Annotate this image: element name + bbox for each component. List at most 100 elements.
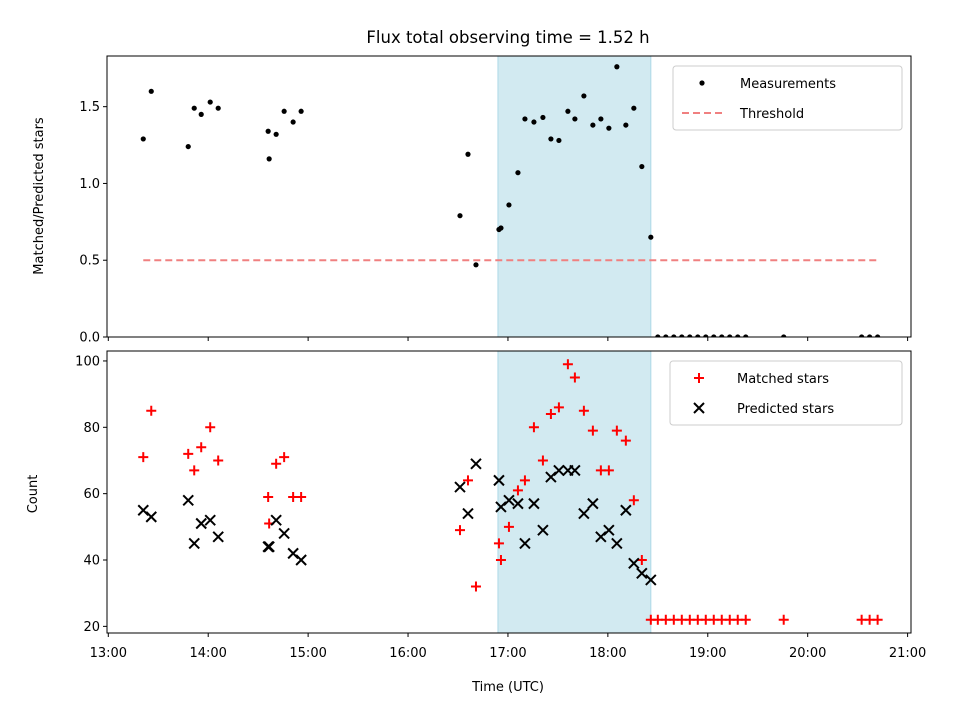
bottom-panel-y-axis-label: Count: [26, 475, 41, 514]
predicted-stars-point: [578, 507, 590, 520]
measurements-point: [695, 334, 701, 337]
top-axes-frame: [106, 55, 912, 338]
legend-label: Measurements: [740, 77, 836, 92]
x-tick-label: 16:00: [389, 646, 426, 661]
matched-stars-point: [740, 614, 751, 625]
measurements-point: [590, 122, 596, 128]
matched-stars-point: [778, 614, 789, 625]
legend-label: Threshold: [739, 107, 804, 122]
measurements-point: [540, 114, 546, 121]
measurements-point: [648, 234, 654, 240]
measurements-point: [859, 334, 865, 337]
matched-stars-point: [213, 455, 224, 466]
bottom-y-tick-label: 40: [83, 554, 100, 569]
predicted-stars-point: [553, 464, 565, 477]
top-y-tick-label: 1.0: [79, 177, 100, 192]
x-tick-label: 19:00: [689, 646, 726, 661]
predicted-stars-point: [519, 537, 531, 550]
measurements-point: [719, 334, 725, 337]
bottom-panel: 20 40 60 80 100 13:00 14:00 15:00 16:00 17:00 18:0…: [75, 350, 926, 661]
predicted-stars-point: [569, 464, 581, 477]
matched-stars-point: [183, 448, 194, 459]
legend-matched-swatch: [694, 373, 704, 383]
predicted-stars-point: [628, 557, 640, 570]
predicted-stars-point: [145, 511, 157, 523]
measurements-point: [473, 262, 479, 268]
bottom-axes-frame: [106, 350, 912, 634]
matched-stars-point: [196, 442, 207, 453]
measurements-point: [687, 334, 693, 337]
matched-stars-point: [512, 485, 523, 496]
matched-stars-point: [537, 455, 548, 466]
x-axis-label: Time (UTC): [471, 680, 544, 695]
measurements-point: [457, 213, 463, 219]
measurements-point: [290, 119, 296, 125]
measurements-point: [191, 105, 197, 111]
predicted-stars-point: [195, 517, 207, 530]
measurements-point: [606, 125, 612, 131]
bottom-y-tick-label: 60: [83, 487, 100, 502]
top-data-layer: [140, 64, 881, 337]
measurements-point: [273, 131, 279, 137]
measurements-point: [207, 99, 213, 105]
measurements-point: [598, 116, 604, 122]
measurements-point: [781, 334, 787, 337]
top-observing-window: [497, 55, 652, 338]
legend-predicted-swatch: [693, 402, 705, 414]
matched-stars-point: [628, 495, 639, 506]
predicted-stars-point: [528, 497, 540, 510]
x-tick-label: 13:00: [90, 646, 127, 661]
bottom-legend-box: [669, 360, 903, 426]
bottom-observing-window: [497, 350, 652, 634]
matched-stars-point: [263, 491, 274, 502]
measurements-point: [148, 88, 154, 94]
matched-stars-point: [205, 422, 216, 433]
predicted-stars-point: [470, 458, 482, 470]
measurements-point: [711, 334, 717, 337]
measurements-point: [671, 334, 677, 337]
predicted-stars-point: [182, 494, 194, 507]
bottom-data-layer: [137, 359, 883, 625]
measurements-point: [679, 334, 685, 337]
measurements-point: [215, 105, 221, 111]
predicted-stars-point: [278, 527, 290, 540]
top-y-tick-label: 0.0: [79, 331, 100, 346]
predicted-stars-point: [493, 474, 505, 487]
legend-label: Predicted stars: [737, 402, 834, 417]
measurements-point: [565, 108, 571, 114]
matched-stars-point: [578, 405, 589, 416]
measurements-point: [198, 111, 204, 117]
matched-stars-point: [189, 465, 200, 476]
predicted-stars-point: [620, 504, 632, 516]
bottom-y-tick-label: 20: [83, 620, 100, 635]
measurements-point: [727, 334, 733, 337]
top-legend-box: [672, 65, 903, 131]
measurements-point: [623, 122, 629, 128]
predicted-stars-point: [503, 494, 515, 507]
matched-stars-point: [603, 465, 614, 476]
matched-stars-point: [470, 581, 481, 592]
measurements-point: [663, 334, 669, 337]
predicted-stars-point: [645, 574, 657, 586]
matched-stars-point: [569, 372, 580, 383]
predicted-stars-point: [263, 541, 275, 553]
measurements-point: [556, 137, 562, 144]
matched-stars-point: [545, 409, 556, 420]
bottom-y-tick-label: 100: [75, 354, 100, 369]
x-tick-label: 17:00: [489, 646, 526, 661]
measurements-point: [743, 334, 749, 337]
measurements-point: [506, 202, 512, 208]
matched-stars-point: [872, 614, 883, 625]
measurements-point: [548, 136, 554, 142]
predicted-stars-point: [611, 537, 623, 550]
measurements-point: [703, 334, 709, 337]
x-tick-label: 21:00: [889, 646, 926, 661]
measurements-point: [515, 170, 521, 176]
matched-stars-point: [503, 521, 514, 532]
measurements-point: [572, 116, 578, 122]
measurements-point: [522, 116, 528, 122]
matched-stars-point: [611, 425, 622, 436]
top-panel-y-axis-label: Matched/Predicted stars: [32, 117, 47, 275]
x-tick-label: 20:00: [789, 646, 826, 661]
measurements-point: [531, 119, 537, 125]
